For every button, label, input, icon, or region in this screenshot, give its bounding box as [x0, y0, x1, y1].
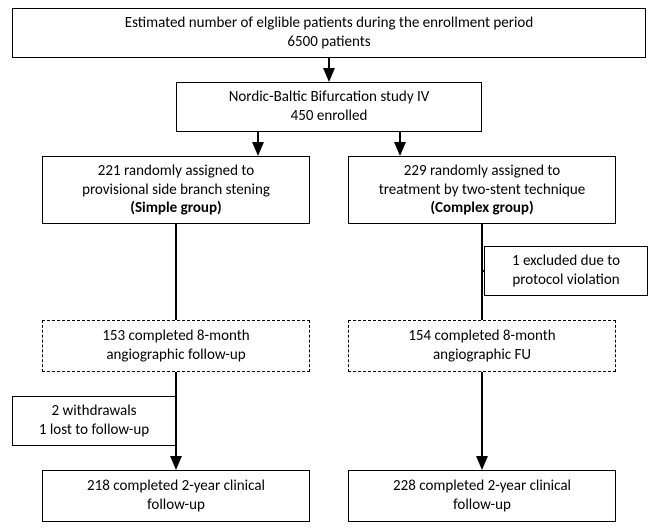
text-line-bold: (Complex group) [430, 199, 533, 218]
text-line: 450 enrolled [291, 107, 368, 126]
text-line: 228 completed 2-year clinical [393, 477, 571, 496]
text-line: protocol violation [512, 271, 619, 290]
text-line: Nordic-Baltic Bifurcation study IV [229, 88, 430, 107]
box-simple-group: 221 randomly assigned to provisional sid… [42, 156, 310, 224]
text-line: 1 lost to follow-up [39, 421, 149, 440]
box-complex-8month: 154 completed 8-month angiographic FU [348, 320, 616, 372]
text-line: treatment by two-stent technique [379, 181, 586, 200]
box-complex-group: 229 randomly assigned to treatment by tw… [348, 156, 616, 224]
text-line: 6500 patients [287, 33, 370, 52]
text-line: 1 excluded due to [512, 252, 620, 271]
box-simple-2year: 218 completed 2-year clinical follow-up [42, 470, 310, 522]
box-study: Nordic-Baltic Bifurcation study IV 450 e… [176, 82, 482, 132]
box-eligible: Estimated number of elglible patients du… [12, 8, 646, 58]
text-line: 221 randomly assigned to [98, 162, 254, 181]
text-line: angiographic FU [433, 346, 531, 365]
box-withdrawals: 2 withdrawals 1 lost to follow-up [12, 396, 176, 446]
box-excluded: 1 excluded due to protocol violation [484, 246, 648, 296]
box-simple-8month: 153 completed 8-month angiographic follo… [42, 320, 310, 372]
box-complex-2year: 228 completed 2-year clinical follow-up [348, 470, 616, 522]
text-line: 2 withdrawals [52, 402, 137, 421]
text-line: 153 completed 8-month [102, 327, 249, 346]
text-line: follow-up [453, 496, 511, 515]
text-line: 154 completed 8-month [408, 327, 555, 346]
text-line: provisional side branch stening [82, 181, 270, 200]
text-line: follow-up [147, 496, 205, 515]
text-line: Estimated number of elglible patients du… [125, 14, 533, 33]
text-line: angiographic follow-up [106, 346, 245, 365]
text-line: 229 randomly assigned to [404, 162, 560, 181]
text-line-bold: (Simple group) [130, 199, 221, 218]
text-line: 218 completed 2-year clinical [87, 477, 265, 496]
flowchart: Estimated number of elglible patients du… [8, 8, 650, 524]
